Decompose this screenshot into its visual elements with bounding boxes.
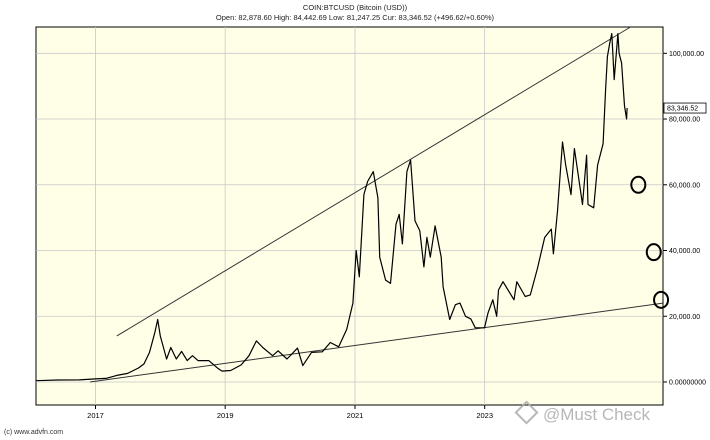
x-tick-label: 2023 — [476, 411, 493, 420]
x-tick-label: 2017 — [87, 411, 104, 420]
x-tick-label: 2019 — [217, 411, 234, 420]
price-series — [35, 32, 628, 382]
trendlines — [89, 26, 664, 383]
y-tick-label: 0.00000000 — [669, 379, 706, 386]
annotation-circle — [630, 175, 647, 194]
current-price-label: 83,346.52 — [667, 106, 698, 113]
current-price-marker: 83,346.52 — [663, 102, 707, 114]
y-tick-label: 60,000.00 — [669, 182, 700, 189]
trendline — [116, 26, 631, 337]
trendline — [89, 302, 664, 383]
annotation-circle — [645, 243, 662, 262]
x-axis: 2017 2019 2021 2023 — [87, 405, 493, 420]
copyright-footer: (c) www.advfn.com — [4, 429, 64, 436]
annotation-circles — [630, 175, 670, 309]
watermark-text: @Must Check — [543, 405, 651, 424]
y-tick-label: 40,000.00 — [669, 248, 700, 255]
annotation-circle — [653, 290, 670, 309]
watermark: @Must Check — [514, 400, 651, 425]
y-tick-label: 100,000.00 — [669, 51, 704, 58]
price-line — [35, 32, 628, 382]
chart-title: COIN:BTCUSD (Bitcoin (USD)) — [302, 3, 408, 12]
plot-area — [35, 26, 664, 406]
diamond-icon — [514, 400, 539, 425]
y-tick-label: 80,000.00 — [669, 117, 700, 124]
ohlc-summary: Open: 82,878.60 High: 84,442.69 Low: 81,… — [215, 13, 495, 22]
current-price-box — [663, 102, 707, 114]
y-axis: 0.00000000 20,000.00 40,000.00 60,000.00 80,… — [663, 51, 706, 386]
y-tick-label: 20,000.00 — [669, 314, 700, 321]
x-tick-label: 2021 — [347, 411, 364, 420]
